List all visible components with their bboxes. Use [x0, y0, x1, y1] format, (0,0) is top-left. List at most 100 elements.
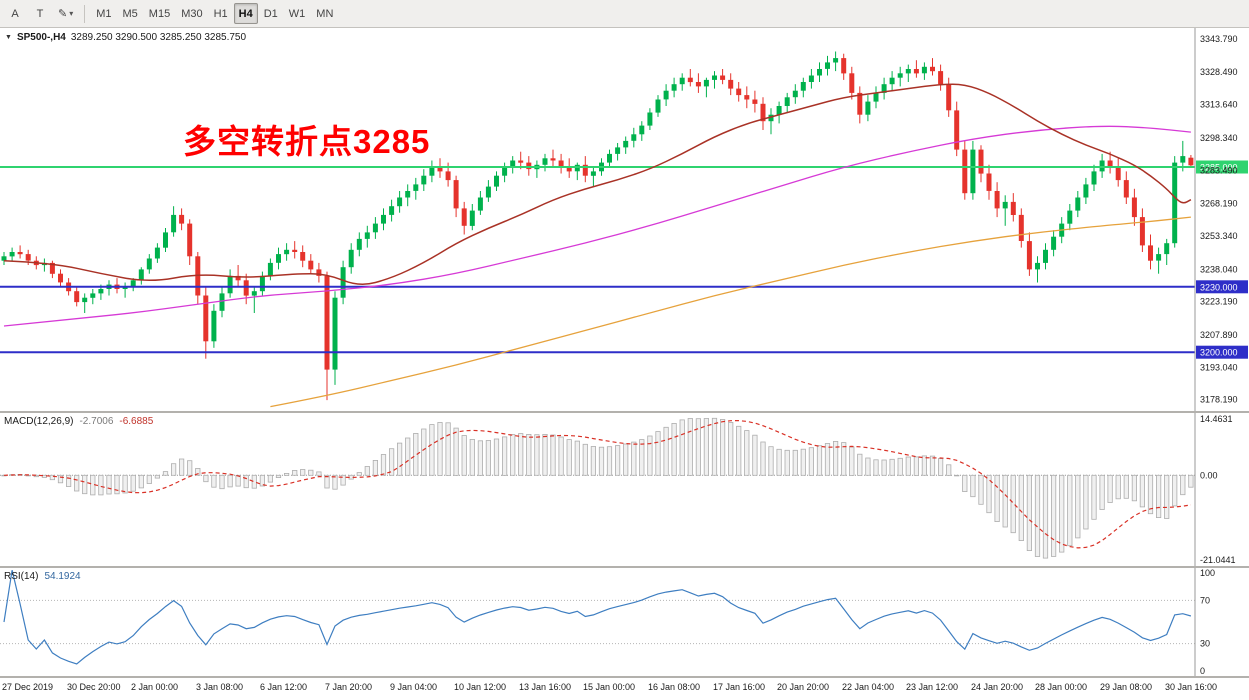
macd-bar	[1018, 474, 1024, 542]
candle-body	[663, 90, 669, 100]
candle-body	[1164, 243, 1170, 255]
candle-body	[130, 280, 136, 287]
collapse-triangle-icon[interactable]: ▼	[5, 34, 12, 41]
macd-bar	[946, 464, 952, 476]
candle-body	[300, 252, 306, 261]
time-axis-label: 2 Jan 00:00	[131, 682, 179, 692]
macd-bar	[1107, 474, 1113, 503]
candle-body	[372, 223, 378, 233]
candle-body	[566, 167, 572, 172]
candle-body	[518, 160, 524, 163]
timeframe-button-m30[interactable]: M30	[176, 3, 207, 24]
macd-bar	[170, 463, 177, 476]
timeframe-button-mn[interactable]: MN	[311, 3, 338, 24]
macd-bar	[1083, 474, 1089, 530]
macd-bar	[663, 426, 669, 476]
rsi-title: RSI(14)	[4, 571, 39, 582]
candle-body	[582, 164, 588, 176]
candle-body	[203, 295, 209, 342]
candle-body	[163, 232, 168, 248]
candle-body	[760, 103, 766, 122]
macd-title: MACD(12,26,9)	[4, 416, 74, 427]
time-axis-label: 29 Jan 08:00	[1100, 682, 1153, 692]
candle-body	[405, 191, 411, 198]
chart-annotation-text[interactable]: 多空转折点3285	[183, 123, 431, 160]
candle-body	[437, 167, 443, 172]
timeframe-button-h4[interactable]: H4	[233, 3, 258, 24]
candle-body	[938, 71, 944, 85]
candle-body	[647, 112, 653, 126]
macd-bar	[316, 471, 322, 476]
candle-body	[841, 58, 847, 74]
macd-bar	[566, 439, 572, 476]
candle-body	[332, 297, 338, 370]
macd-bar	[98, 474, 104, 496]
macd-chart-canvas[interactable]: 14.4631 0.00 -21.0441	[0, 413, 1249, 566]
candle-body	[276, 254, 281, 263]
candle-body	[1026, 241, 1032, 270]
candlestick-chart-canvas[interactable]: 3285.000 3230.000 3200.000 3343.790 3328.490…	[0, 28, 1249, 411]
macd-label: MACD(12,26,9) -2.7006 -6.6885	[4, 416, 153, 427]
macd-bar	[639, 439, 645, 476]
cursor-tool-button[interactable]: A	[3, 3, 27, 24]
time-axis-label: 13 Jan 16:00	[519, 682, 572, 692]
candle-body	[389, 206, 395, 215]
candle-body	[267, 262, 273, 276]
price-axis-label: 3343.790	[1200, 34, 1238, 44]
time-axis-label: 24 Jan 20:00	[971, 682, 1024, 692]
draw-color-dropdown[interactable]: ✎ ▾	[53, 3, 78, 24]
candle-body	[930, 66, 935, 72]
time-axis-label: 23 Jan 12:00	[906, 682, 959, 692]
candle-body	[477, 197, 483, 211]
timeframe-button-h1[interactable]: H1	[209, 3, 233, 24]
candle-body	[122, 286, 128, 289]
candle-body	[340, 267, 346, 298]
timeframe-button-w1[interactable]: W1	[284, 3, 311, 24]
macd-bar	[938, 458, 944, 476]
candle-body	[429, 167, 435, 176]
text-tool-button[interactable]: T	[28, 3, 52, 24]
candle-body	[1180, 156, 1186, 163]
macd-bar	[687, 418, 693, 476]
rsi-chart-canvas[interactable]: 100 70 30 0	[0, 568, 1249, 676]
candle-body	[825, 62, 830, 69]
rsi-axis-label: 70	[1200, 595, 1210, 605]
candle-body	[90, 293, 96, 298]
toolbar-separator	[84, 4, 86, 23]
candle-body	[9, 252, 15, 257]
timeframe-button-m15[interactable]: M15	[144, 3, 175, 24]
macd-bar	[590, 446, 597, 476]
candle-body	[833, 58, 839, 63]
panel-splitter[interactable]	[0, 411, 1249, 413]
candle-body	[348, 249, 354, 268]
macd-bar	[275, 474, 282, 478]
timeframe-button-d1[interactable]: D1	[259, 3, 283, 24]
candle-body	[1002, 201, 1008, 209]
macd-bar	[784, 449, 790, 476]
macd-bar	[1067, 474, 1073, 547]
timeframe-button-m1[interactable]: M1	[91, 3, 116, 24]
candle-body	[954, 110, 960, 150]
candle-body	[58, 273, 63, 283]
macd-bar	[752, 434, 758, 476]
panel-splitter[interactable]	[0, 676, 1249, 678]
macd-bar	[1091, 474, 1097, 520]
timeframe-button-m5[interactable]: M5	[118, 3, 143, 24]
candle-body	[138, 269, 144, 281]
ma-line-magenta	[3, 125, 1191, 327]
macd-bar	[962, 474, 968, 492]
candle-body	[1043, 249, 1048, 263]
candle-body	[574, 164, 580, 172]
macd-bar	[574, 440, 580, 476]
panel-splitter[interactable]	[0, 566, 1249, 568]
macd-bar	[1059, 474, 1065, 553]
time-axis[interactable]: 27 Dec 2019 30 Dec 20:00 2 Jan 00:00 3 Jan …	[0, 678, 1249, 700]
price-axis-drag-area[interactable]	[1195, 28, 1249, 411]
horizontal-level-lines[interactable]: 3285.000 3230.000 3200.000	[0, 160, 1248, 359]
rsi-indicator-panel: 100 70 30 0 RSI(14) 54.1924	[0, 568, 1249, 676]
macd-bar	[1164, 474, 1170, 519]
macd-signal-value: -6.6885	[119, 416, 154, 427]
candle-body	[1083, 184, 1089, 198]
macd-bar	[1147, 474, 1154, 515]
candle-body	[510, 160, 516, 167]
